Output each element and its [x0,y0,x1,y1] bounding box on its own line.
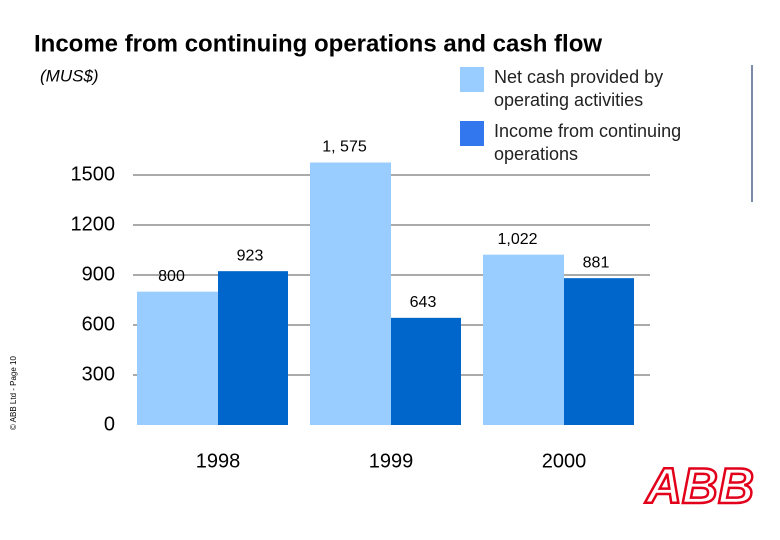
legend-swatch [460,121,484,146]
x-tick-label: 1999 [369,450,414,472]
y-tick-label: 1500 [71,163,116,185]
y-tick-label: 600 [82,313,115,335]
bar [483,254,564,425]
data-label: 923 [237,247,264,264]
data-label: 1, 575 [322,139,367,156]
legend-label: Net cash provided by operating activitie… [494,67,664,110]
bar [137,291,218,425]
y-tick-label: 300 [82,363,115,385]
legend-label: Income from continuing operations [494,121,682,164]
y-tick-label: 900 [82,263,115,285]
bar [564,278,634,425]
chart-subtitle: (MUS$) [40,66,99,85]
bar [310,162,391,425]
data-label: 881 [583,254,610,271]
chart-title: Income from continuing operations and ca… [34,30,602,57]
data-label: 800 [158,268,185,285]
x-tick-label: 1998 [196,450,241,472]
footer: © ABB Ltd - Page 10 [9,356,18,430]
legend-swatch [460,67,484,92]
x-tick-label: 2000 [542,450,587,472]
y-tick-label: 1200 [71,213,116,235]
logo: ABB [644,458,754,514]
data-label: 1,022 [497,231,537,248]
data-label: 643 [410,294,437,311]
y-tick-label: 0 [104,413,115,435]
bar [391,317,461,425]
bar [218,271,288,425]
